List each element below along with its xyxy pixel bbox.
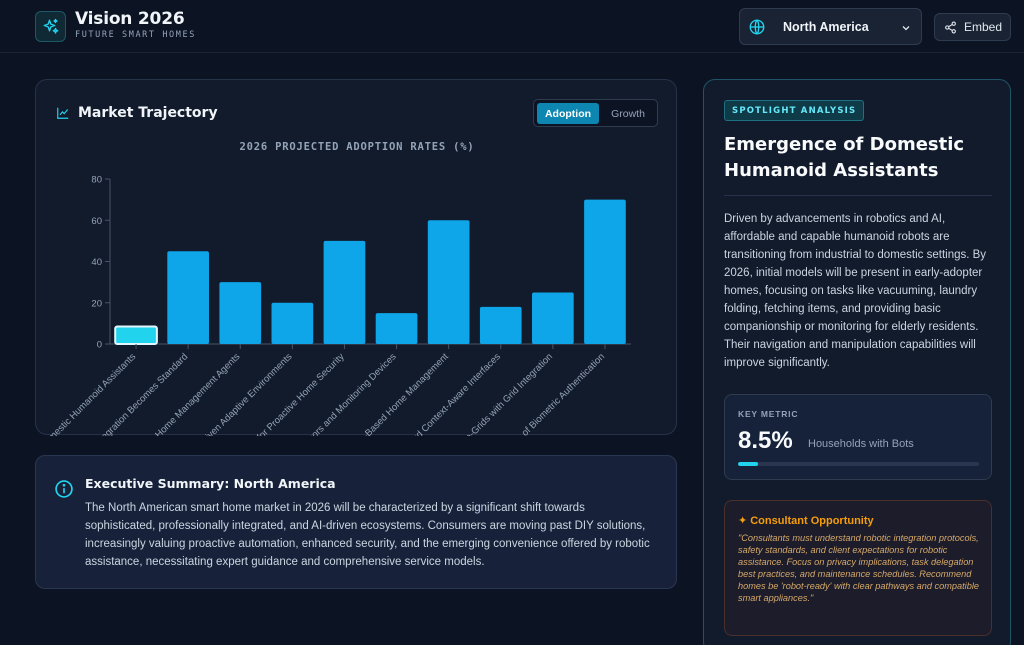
bar	[427, 220, 470, 344]
x-tick-label: of Biometric Authentication	[520, 351, 607, 436]
y-tick-label: 20	[91, 298, 102, 309]
bar	[167, 251, 209, 344]
spotlight-panel: SPOTLIGHT ANALYSIS Emergence of Domestic…	[703, 79, 1011, 645]
bar	[114, 325, 158, 345]
summary-body: The North American smart home market in …	[85, 502, 650, 568]
summary-title: Executive Summary: North America	[85, 476, 336, 491]
spotlight-badge: SPOTLIGHT ANALYSIS	[724, 100, 865, 121]
bar	[219, 282, 262, 344]
spotlight-body: Driven by advancements in robotics and A…	[724, 213, 987, 369]
bar	[479, 306, 522, 344]
region-select[interactable]: North America	[739, 8, 922, 45]
metric-description: Households with Bots	[808, 438, 914, 450]
bar	[375, 313, 418, 344]
consultant-opportunity-card: ✦ Consultant Opportunity "Consultants mus…	[724, 500, 992, 636]
share-icon	[944, 21, 957, 39]
bar	[271, 302, 314, 344]
divider	[724, 195, 992, 196]
y-tick-label: 80	[91, 175, 102, 186]
app-subtitle: FUTURE SMART HOMES	[75, 30, 196, 40]
executive-summary-panel: Executive Summary: North America The Nor…	[35, 455, 677, 589]
globe-icon	[748, 18, 766, 41]
trending-up-icon	[56, 106, 70, 125]
key-metric-card: KEY METRIC 8.5% Households with Bots	[724, 394, 992, 480]
bar	[532, 292, 574, 344]
bar	[584, 199, 626, 344]
toggle-growth[interactable]: Growth	[611, 107, 645, 120]
consultant-body: "Consultants must understand robotic int…	[738, 533, 979, 603]
app-title: Vision 2026	[75, 9, 185, 29]
app-header: Vision 2026 FUTURE SMART HOMES North Ame…	[0, 0, 1024, 53]
consultant-title: ✦ Consultant Opportunity	[738, 514, 874, 527]
bar	[323, 240, 366, 344]
embed-button-label: Embed	[964, 20, 1003, 34]
spotlight-title: Emergence of Domestic Humanoid Assistant…	[724, 134, 965, 181]
metric-value: 8.5%	[738, 427, 793, 454]
y-tick-label: 0	[97, 340, 102, 351]
chart-title: 2026 PROJECTED ADOPTION RATES (%)	[239, 141, 475, 153]
region-select-value: North America	[783, 20, 869, 34]
y-tick-label: 60	[91, 216, 102, 227]
metric-toggle: Adoption Growth	[533, 99, 658, 127]
consultant-title-text: Consultant Opportunity	[750, 515, 874, 527]
chevron-down-icon	[900, 21, 912, 39]
metric-progress-fill	[738, 462, 759, 466]
toggle-adoption[interactable]: Adoption	[537, 103, 599, 124]
panel-title: Market Trajectory	[78, 105, 218, 121]
embed-button[interactable]: Embed	[934, 13, 1011, 41]
sparkle-icon: ✦	[738, 515, 748, 527]
sparkles-icon	[35, 11, 66, 42]
y-tick-label: 40	[91, 257, 102, 268]
market-trajectory-panel: Market Trajectory Adoption Growth 2026 P…	[35, 79, 677, 436]
metric-label: KEY METRIC	[738, 409, 799, 419]
info-icon	[54, 479, 74, 504]
metric-progress-bar	[738, 462, 979, 466]
